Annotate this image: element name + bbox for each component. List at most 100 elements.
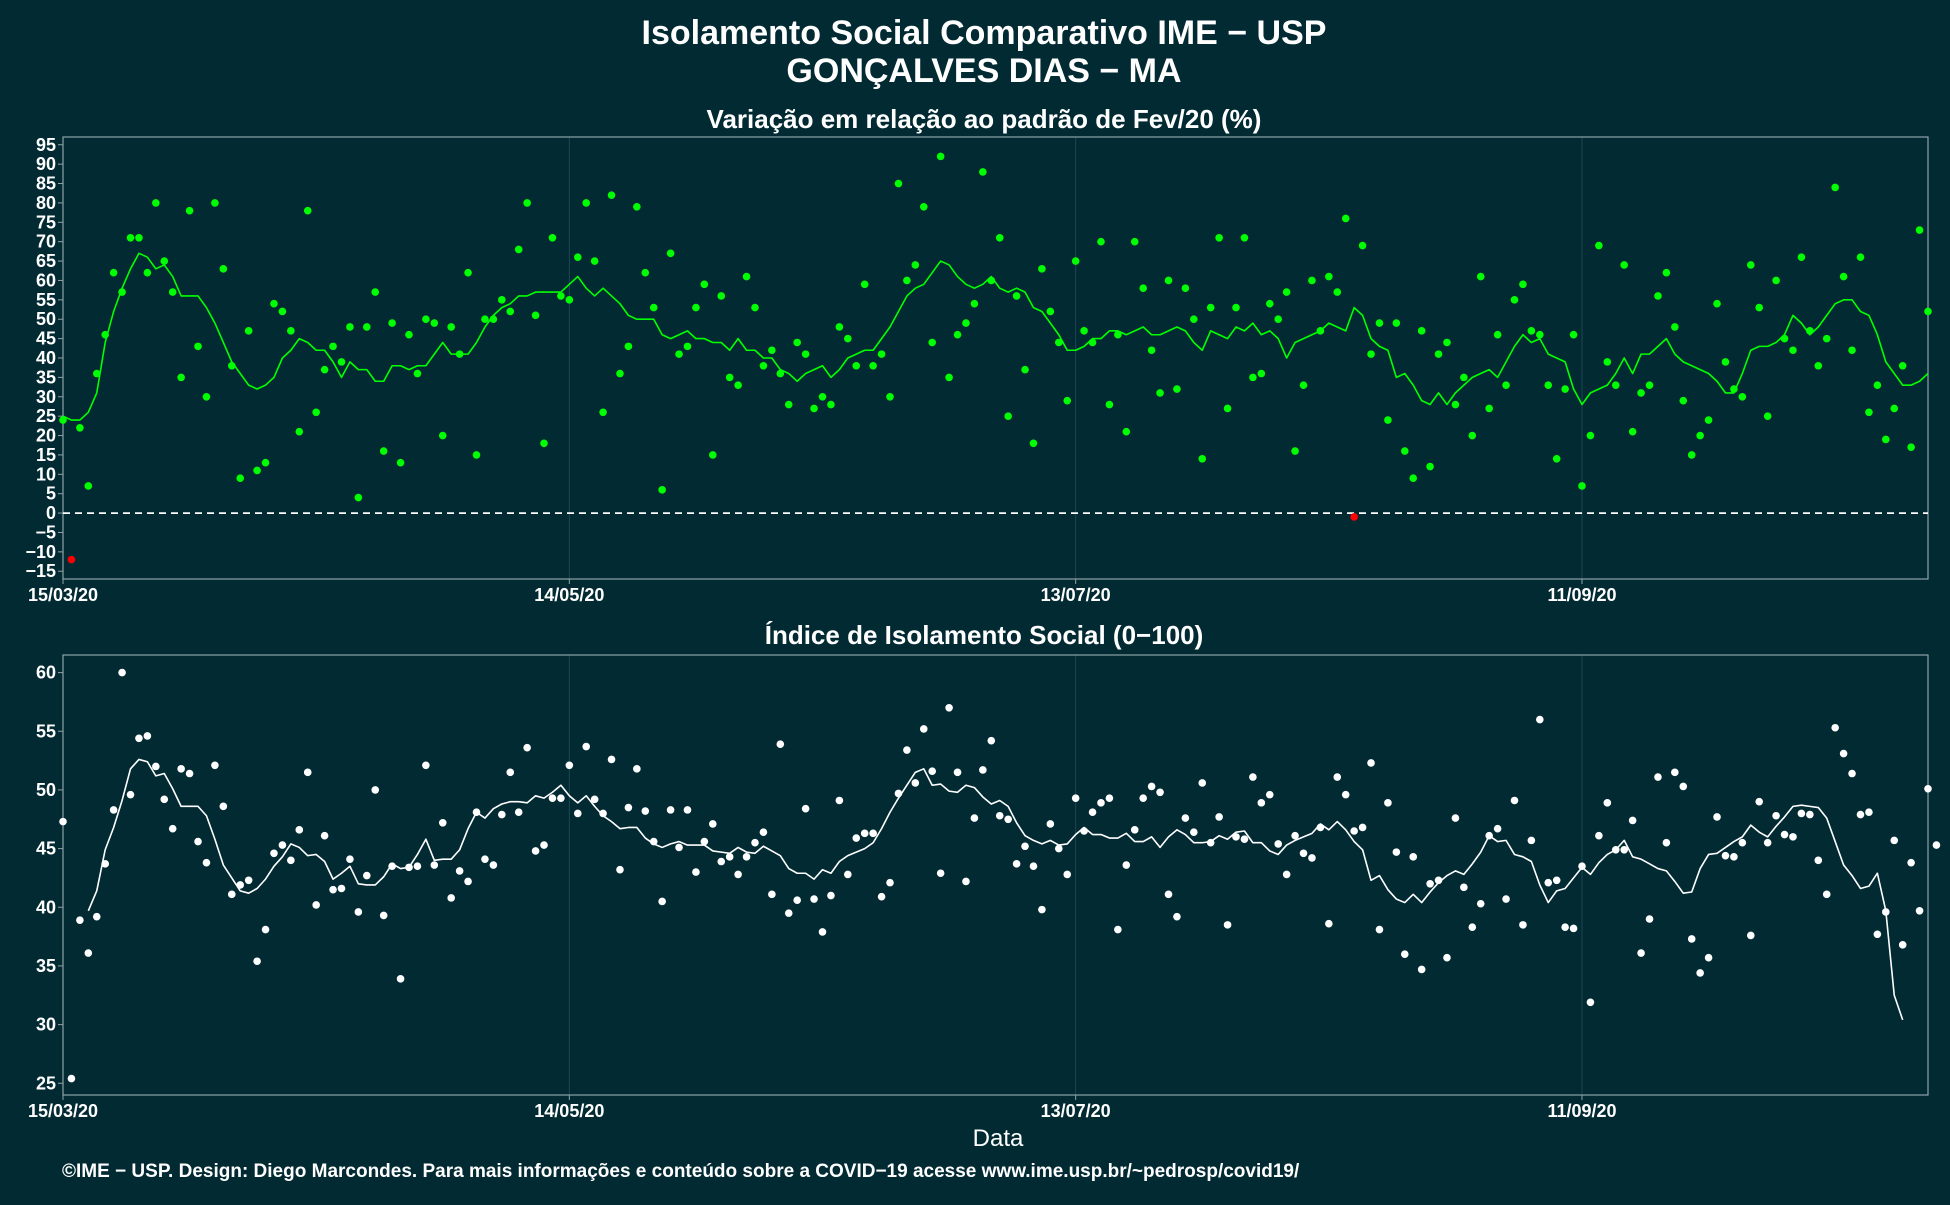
top-data-point bbox=[1215, 234, 1223, 242]
bottom-data-point bbox=[1890, 836, 1899, 845]
top-data-point bbox=[700, 280, 709, 289]
bottom-data-point bbox=[1502, 895, 1510, 903]
bottom-data-point bbox=[1198, 779, 1207, 787]
bottom-data-point bbox=[894, 789, 903, 798]
top-data-point bbox=[1527, 327, 1536, 335]
top-data-point bbox=[1392, 319, 1401, 327]
bottom-data-point bbox=[1325, 919, 1333, 928]
top-data-point bbox=[1443, 338, 1451, 347]
bottom-x-tick-label: 13/07/20 bbox=[1041, 1101, 1111, 1121]
top-data-point bbox=[1865, 408, 1873, 417]
bottom-data-point bbox=[1223, 921, 1232, 929]
bottom-data-point bbox=[379, 911, 388, 920]
top-data-point bbox=[1400, 447, 1409, 455]
top-data-point bbox=[633, 202, 641, 211]
top-x-tick-label: 15/03/20 bbox=[28, 585, 98, 605]
bottom-y-tick-label: 25 bbox=[36, 1073, 56, 1093]
top-data-point bbox=[886, 392, 894, 401]
top-data-point bbox=[734, 381, 742, 389]
top-data-point bbox=[346, 323, 354, 331]
top-data-point bbox=[1240, 234, 1249, 242]
bottom-data-point bbox=[953, 768, 962, 777]
top-data-point bbox=[827, 400, 835, 409]
top-data-point bbox=[1586, 431, 1595, 440]
top-data-point bbox=[1713, 299, 1721, 308]
top-data-point bbox=[92, 369, 101, 378]
bottom-panel-title: Índice de Isolamento Social (0−100) bbox=[765, 620, 1204, 650]
top-data-point bbox=[303, 206, 312, 215]
bottom-data-point bbox=[1645, 915, 1654, 923]
bottom-data-point bbox=[624, 803, 633, 812]
top-x-tick-label: 14/05/20 bbox=[534, 585, 604, 605]
top-y-tick-label: −15 bbox=[25, 561, 56, 581]
bottom-data-point bbox=[1797, 809, 1806, 818]
bottom-data-point bbox=[1105, 794, 1114, 802]
bottom-y-tick-label: 55 bbox=[36, 721, 56, 741]
bottom-data-point bbox=[1882, 908, 1890, 916]
top-y-tick-label: 80 bbox=[36, 193, 56, 213]
top-data-point bbox=[506, 307, 515, 316]
top-data-point bbox=[919, 202, 928, 211]
bottom-data-point bbox=[152, 762, 160, 771]
top-y-tick-label: −5 bbox=[35, 522, 56, 542]
bottom-data-point bbox=[1021, 842, 1029, 851]
bottom-y-tick-label: 35 bbox=[36, 956, 56, 976]
bottom-data-point bbox=[869, 829, 877, 838]
top-data-point bbox=[793, 338, 801, 347]
top-data-point bbox=[1325, 272, 1333, 281]
bottom-data-point bbox=[768, 890, 776, 899]
bottom-data-point bbox=[531, 847, 540, 855]
bottom-data-point bbox=[1460, 883, 1468, 892]
top-data-point bbox=[1232, 303, 1240, 312]
top-data-point bbox=[1350, 513, 1358, 521]
bottom-data-point bbox=[143, 732, 152, 740]
top-data-point bbox=[59, 416, 67, 424]
bottom-data-point bbox=[1130, 826, 1139, 834]
top-data-point bbox=[860, 280, 869, 289]
bottom-data-point bbox=[700, 837, 709, 846]
bottom-data-point bbox=[405, 863, 413, 872]
top-y-tick-label: 55 bbox=[36, 290, 56, 310]
bottom-data-point bbox=[683, 806, 692, 814]
bottom-data-point bbox=[911, 779, 920, 787]
bottom-data-point bbox=[1789, 833, 1797, 841]
top-data-point bbox=[236, 474, 245, 482]
top-data-point bbox=[1038, 265, 1046, 273]
top-x-tick-label: 13/07/20 bbox=[1041, 585, 1111, 605]
top-data-point bbox=[1552, 455, 1561, 463]
top-data-point bbox=[84, 482, 93, 490]
top-data-point bbox=[1333, 288, 1342, 296]
top-data-point bbox=[557, 292, 565, 300]
top-y-tick-label: 25 bbox=[36, 406, 56, 426]
bottom-data-point bbox=[784, 909, 793, 917]
bottom-data-point bbox=[1139, 794, 1147, 802]
top-data-point bbox=[928, 338, 937, 347]
top-data-point bbox=[1662, 268, 1671, 277]
bottom-data-point bbox=[1190, 828, 1198, 836]
bottom-data-point bbox=[1561, 923, 1569, 932]
bottom-data-point bbox=[278, 841, 287, 849]
bottom-data-point bbox=[860, 829, 869, 838]
bottom-data-point bbox=[1434, 876, 1443, 885]
top-y-tick-label: −10 bbox=[25, 542, 56, 562]
top-data-point bbox=[481, 315, 489, 324]
bottom-data-point bbox=[1696, 969, 1704, 977]
bottom-data-point bbox=[1671, 768, 1679, 777]
top-data-point bbox=[1181, 284, 1190, 293]
top-data-point bbox=[1755, 303, 1764, 312]
top-data-point bbox=[109, 268, 118, 277]
bottom-data-point bbox=[506, 768, 515, 777]
top-data-point bbox=[329, 342, 337, 351]
top-data-point bbox=[1856, 253, 1865, 261]
bottom-data-point bbox=[1417, 965, 1426, 974]
top-data-point bbox=[894, 179, 903, 188]
bottom-data-point bbox=[616, 865, 624, 874]
bottom-data-point bbox=[1029, 862, 1038, 870]
top-data-point bbox=[1814, 361, 1823, 370]
bottom-data-point bbox=[835, 796, 844, 805]
bottom-data-point bbox=[945, 704, 953, 712]
top-y-tick-label: 85 bbox=[36, 174, 56, 194]
bottom-data-point bbox=[185, 769, 194, 778]
bottom-data-point bbox=[354, 908, 363, 916]
